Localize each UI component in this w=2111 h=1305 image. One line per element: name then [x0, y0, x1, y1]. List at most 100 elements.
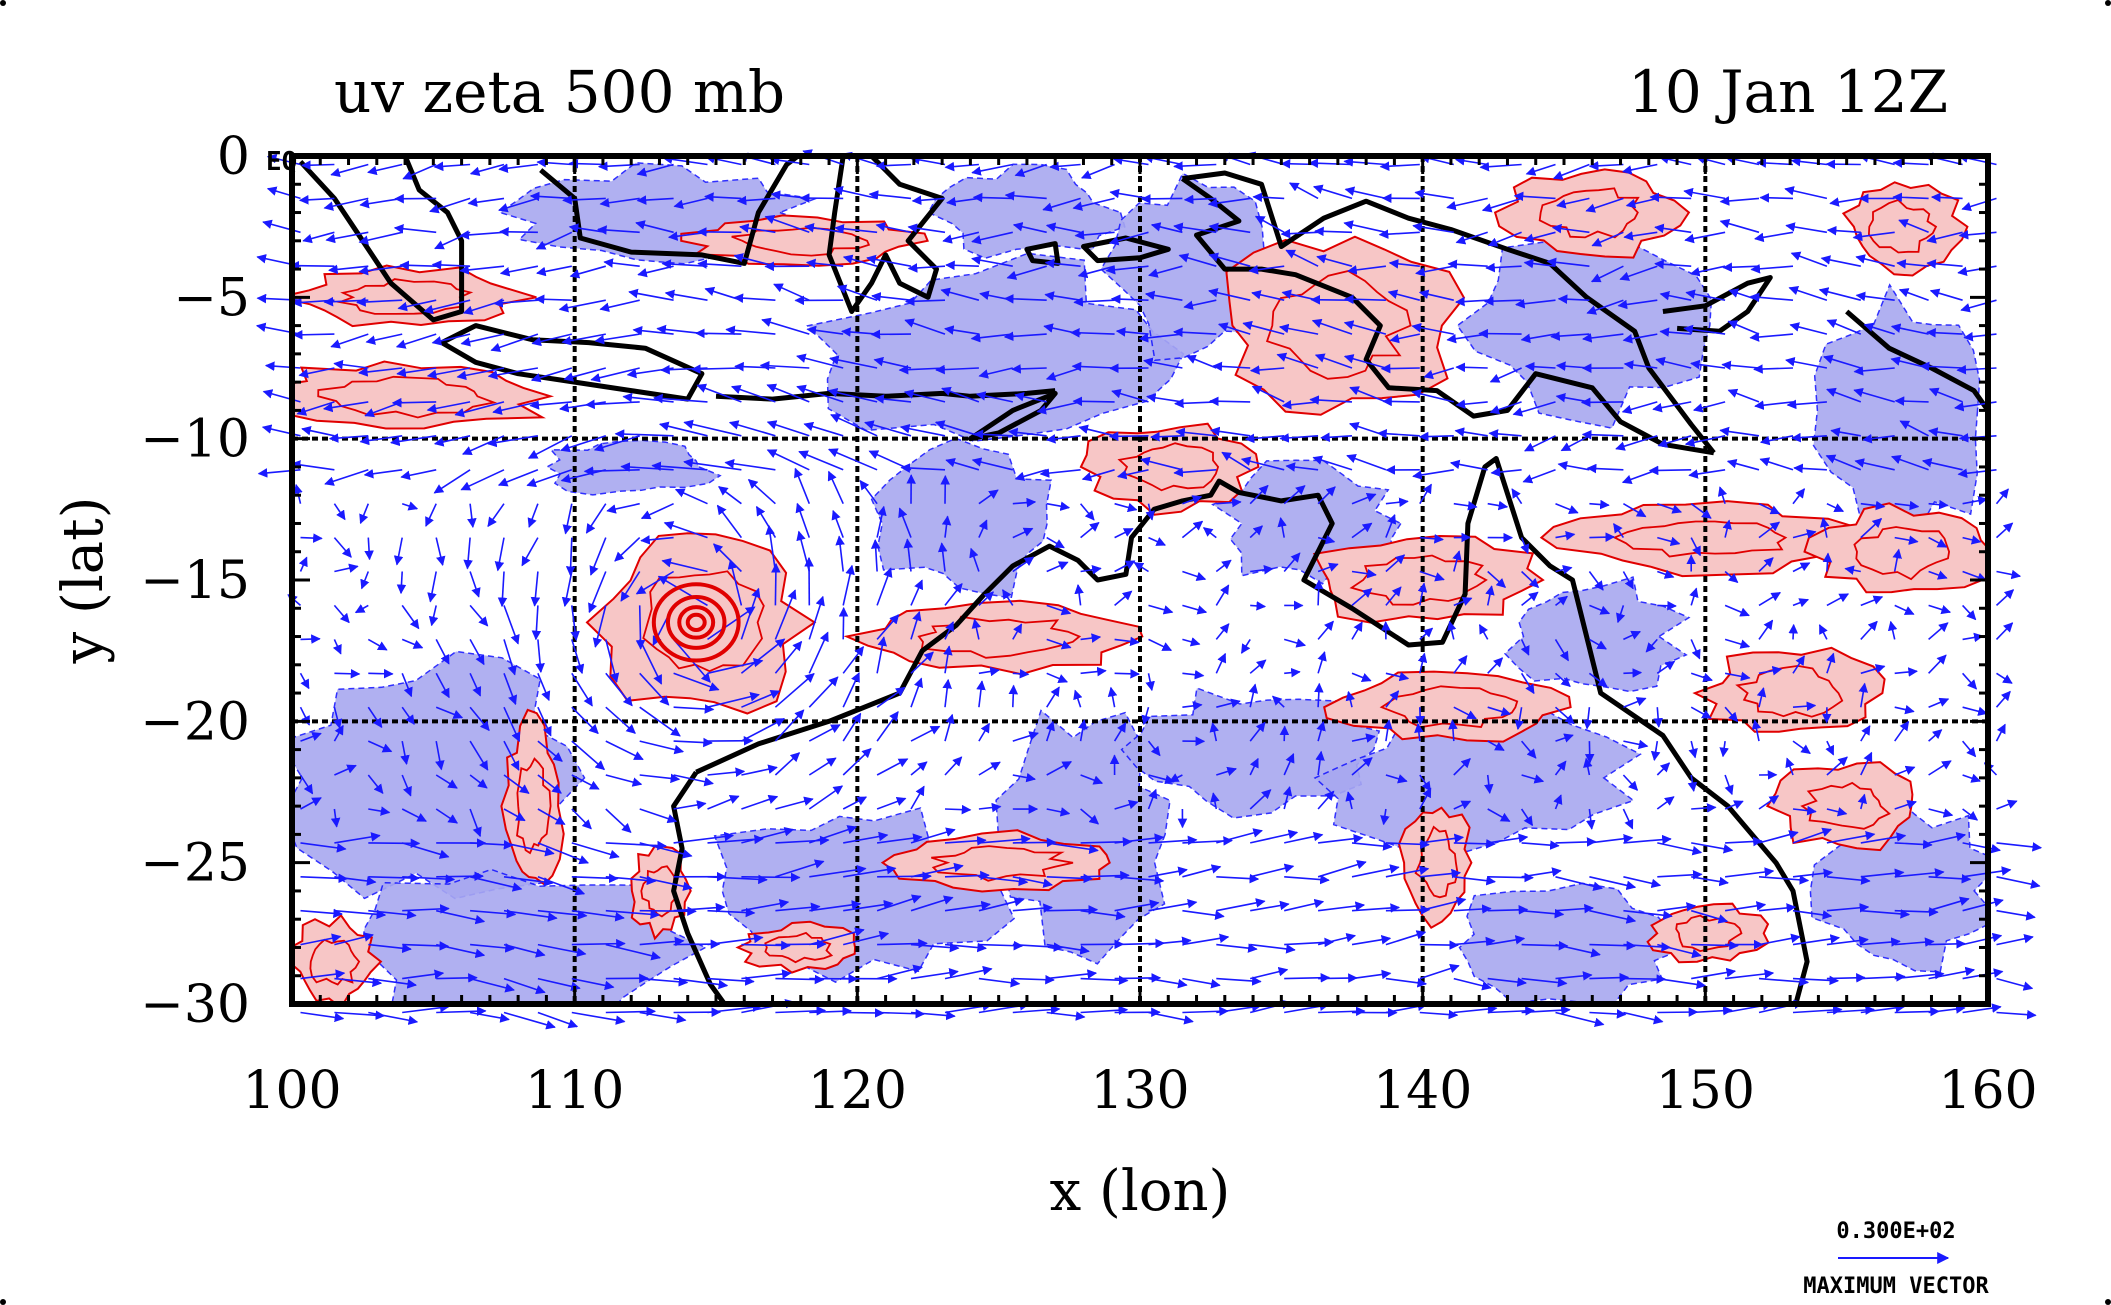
wind-vector [1622, 333, 1658, 344]
wind-vector [1894, 535, 1919, 545]
wind-vector [333, 724, 344, 742]
wind-vector [653, 393, 708, 404]
wind-vector [1249, 484, 1269, 505]
wind-vector [1555, 502, 1579, 514]
wind-vector [367, 706, 383, 729]
wind-vector [733, 293, 776, 303]
wind-vector [1512, 401, 1556, 417]
negative-vorticity-region [1100, 172, 1273, 362]
wind-vector [707, 657, 764, 675]
wind-vector [696, 383, 742, 403]
wind-vector [971, 255, 1013, 267]
wind-vector [904, 318, 946, 335]
wind-vector [1919, 361, 1963, 372]
wind-vector [436, 1006, 487, 1016]
wind-vector [1928, 387, 1963, 403]
wind-vector [494, 537, 505, 572]
positive-vorticity-region [1692, 646, 1886, 733]
wind-vector [1208, 252, 1251, 267]
wind-vector [571, 774, 600, 790]
wind-vector [301, 160, 335, 170]
wind-vector [1825, 740, 1835, 756]
positive-vorticity-contour [1800, 781, 1891, 830]
wind-vector [594, 333, 640, 345]
wind-vector [401, 706, 415, 725]
wind-vector [978, 761, 1001, 776]
wind-vector [1182, 570, 1207, 581]
wind-vector [1520, 740, 1537, 759]
wind-vector [1690, 706, 1712, 719]
wind-vector [940, 287, 980, 301]
max-vector-legend: 0.300E+02 MAXIMUM VECTOR [1803, 1219, 1989, 1299]
wind-vector [527, 503, 539, 528]
wind-vector [941, 515, 952, 538]
corner-dot [2105, 0, 2111, 6]
wind-vector [978, 367, 1013, 379]
wind-vector [944, 161, 979, 172]
positive-vorticity-contour [764, 931, 834, 964]
wind-vector [499, 265, 539, 277]
wind-vector [1455, 362, 1488, 373]
wind-vector [1996, 799, 2018, 810]
wind-vector [1962, 535, 1982, 545]
wind-vector [1751, 719, 1762, 742]
wind-vector [868, 190, 912, 200]
wind-vector [266, 153, 301, 166]
wind-vector [1044, 258, 1081, 269]
wind-vector [1830, 427, 1861, 437]
wind-vector [1242, 320, 1285, 335]
wind-vector [1860, 500, 1886, 511]
wind-vector [1251, 385, 1285, 403]
wind-vector [521, 537, 539, 567]
wind-vector [1490, 467, 1522, 477]
wind-vector [469, 1011, 510, 1023]
wind-vector [1844, 565, 1861, 575]
wind-vector [1182, 604, 1208, 615]
wind-vector [1792, 701, 1817, 711]
wind-vector [1351, 588, 1373, 607]
wind-vector [300, 533, 323, 543]
wind-vector [1419, 534, 1444, 544]
wind-vector [1181, 520, 1204, 539]
wind-vector [1724, 706, 1739, 723]
wind-vector [1928, 729, 1943, 742]
wind-vector [876, 796, 907, 810]
wind-vector [774, 709, 805, 742]
wind-vector [1012, 668, 1030, 679]
wind-vector [1105, 265, 1149, 275]
wind-vector [1079, 503, 1095, 521]
wind-vector [1654, 259, 1692, 270]
wind-vector [1346, 454, 1387, 471]
wind-vector [1453, 655, 1468, 674]
wind-vector [1314, 353, 1353, 369]
wind-vector [1182, 701, 1203, 711]
negative-vorticity-region [1503, 576, 1691, 693]
wind-vector [571, 808, 592, 830]
wind-vector [367, 163, 403, 176]
x-tick-label: 150 [1656, 1061, 1755, 1121]
wind-vector [975, 391, 1013, 403]
wind-vector [358, 265, 403, 276]
wind-vector [1621, 163, 1658, 175]
wind-vector [1249, 659, 1267, 674]
wind-vector [1073, 689, 1083, 708]
wind-vector [1758, 591, 1782, 607]
wind-vector [469, 774, 488, 789]
wind-vector [910, 579, 923, 606]
wind-vector [334, 668, 361, 679]
wind-vector [1344, 186, 1387, 200]
wind-vector [571, 706, 599, 735]
wind-vector [1692, 401, 1726, 413]
wind-vector [1995, 488, 2009, 505]
wind-vector [1313, 579, 1324, 606]
wind-vector [1317, 534, 1336, 545]
wind-vector [531, 333, 572, 347]
wind-vector [396, 367, 437, 378]
wind-vector [1412, 222, 1454, 234]
wind-vector [1182, 637, 1201, 647]
wind-vector [1785, 357, 1828, 369]
positive-vorticity-region [1312, 534, 1545, 624]
wind-vector [1623, 697, 1647, 708]
wind-vector [1279, 433, 1319, 443]
wind-vector [1207, 197, 1251, 208]
